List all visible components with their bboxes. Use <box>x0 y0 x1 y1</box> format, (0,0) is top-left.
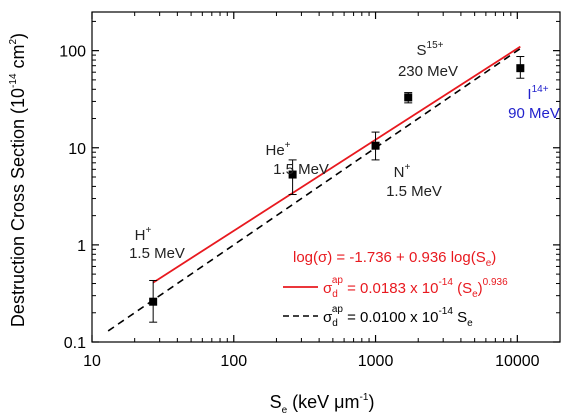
data-point <box>288 170 297 179</box>
svg-text:N+: N+ <box>394 162 411 181</box>
svg-text:H+: H+ <box>135 225 152 244</box>
svg-text:1.5 MeV: 1.5 MeV <box>273 161 329 178</box>
svg-text:S15+: S15+ <box>417 40 444 59</box>
y-axis-label: Destruction Cross Section (10-14 cm2) <box>8 33 28 327</box>
annotation-h: H+ 1.5 MeV <box>129 225 185 262</box>
x-axis-ticks: 10 100 1000 10000 <box>83 12 561 370</box>
y-axis-ticks: 0.1 1 10 100 <box>59 20 560 352</box>
fit-line-red <box>152 45 521 284</box>
y-tick-label: 10 <box>68 141 86 158</box>
svg-text:He+: He+ <box>265 140 290 159</box>
x-tick-label: 10000 <box>495 353 540 370</box>
legend-equation: log(σ) = -1.736 + 0.936 log(Se) <box>293 249 496 269</box>
x-tick-label: 100 <box>220 353 247 370</box>
svg-text:90 MeV: 90 MeV <box>508 105 560 122</box>
annotation-he: He+ 1.5 MeV <box>265 140 328 178</box>
annotation-n: N+ 1.5 MeV <box>386 162 442 200</box>
y-tick-label: 0.1 <box>64 335 86 352</box>
data-points <box>149 56 525 323</box>
legend-red-label: σdap = 0.0183 x 10-14 (Se)0.936 <box>323 275 508 300</box>
data-point <box>404 93 413 102</box>
x-axis-label: Se (keV μm-1) <box>270 392 375 415</box>
x-tick-label: 10 <box>83 353 101 370</box>
x-tick-label: 1000 <box>358 353 394 370</box>
svg-text:1.5 MeV: 1.5 MeV <box>129 245 185 262</box>
annotation-s: S15+ 230 MeV <box>398 40 458 80</box>
legend: log(σ) = -1.736 + 0.936 log(Se) σdap = 0… <box>283 249 508 329</box>
legend-black-label: σdap = 0.0100 x 10-14 Se <box>323 304 473 329</box>
svg-text:1.5 MeV: 1.5 MeV <box>386 183 442 200</box>
svg-text:230 MeV: 230 MeV <box>398 63 458 80</box>
data-point <box>371 141 380 150</box>
annotation-i: I14+ 90 MeV <box>508 84 560 122</box>
y-tick-label: 100 <box>59 44 86 61</box>
data-point <box>149 297 158 306</box>
svg-text:I14+: I14+ <box>527 84 548 103</box>
y-tick-label: 1 <box>77 238 86 255</box>
data-point <box>516 64 525 73</box>
